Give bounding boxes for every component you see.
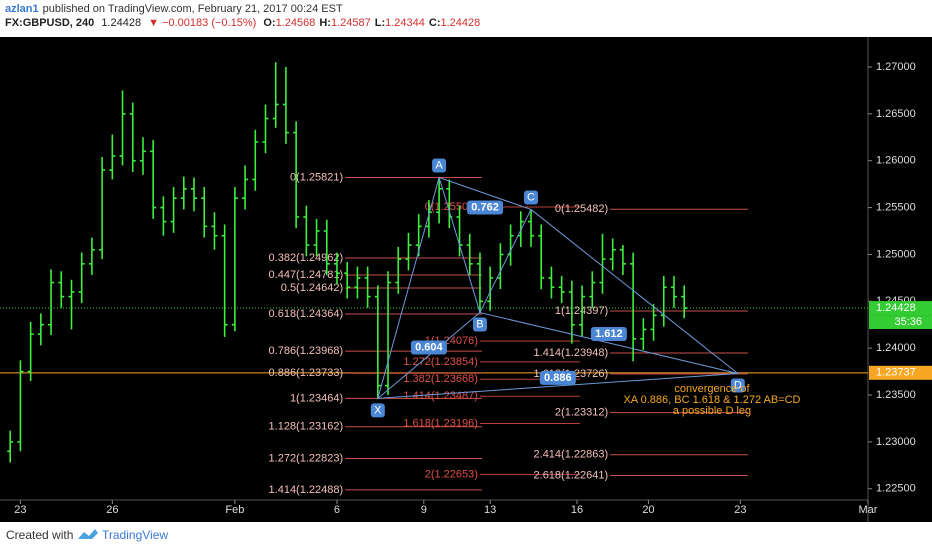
point-label: B: [476, 318, 483, 330]
symbol: FX:GBPUSD, 240: [5, 17, 95, 29]
pattern-leg: [377, 177, 440, 399]
y-tick-label: 1.23500: [876, 389, 916, 401]
ohlc-label: L:: [374, 17, 386, 29]
fib-label: 1.272(1.22823): [269, 452, 344, 464]
x-tick-label: 9: [421, 504, 427, 516]
y-tick-label: 1.26000: [876, 155, 916, 167]
fib-label: 0(1.25821): [290, 171, 343, 183]
x-tick-label: Mar: [859, 504, 878, 516]
ohlc-value: 1.24568: [275, 17, 316, 29]
fib-label: 0.447(1.24781): [269, 269, 344, 281]
pattern-leg: [438, 177, 532, 210]
fib-label: 2(1.22653): [425, 468, 478, 480]
point-box: [472, 317, 487, 332]
created-with: Created with: [6, 528, 74, 542]
pattern-leg: [438, 177, 481, 313]
ohlc-value: 1.24344: [385, 17, 425, 29]
change: ▼ −0.00183 (−0.15%): [148, 17, 257, 29]
fib-label: 1.414(1.22488): [269, 484, 344, 496]
price-tag: [869, 365, 932, 380]
fib-label: 1.272(1.23854): [403, 356, 478, 368]
point-box: [730, 378, 745, 393]
y-tick-label: 1.23000: [876, 436, 916, 448]
ratio-box: [410, 340, 447, 355]
point-box: [524, 190, 539, 205]
timer-tag: [869, 315, 932, 330]
x-tick-label: 23: [14, 504, 26, 516]
note-line: a possible D leg: [673, 405, 751, 417]
fib-label: 1(1.23464): [290, 392, 343, 404]
ohlc-value: 1.24428: [440, 17, 481, 29]
fib-label: 2.618(1.22641): [534, 469, 609, 481]
y-tick-label: 1.22500: [876, 483, 916, 495]
last-price: 1.24428: [101, 17, 142, 29]
fib-label: 0.382(1.24962): [269, 252, 344, 264]
fib-label: 0(1.25482): [555, 203, 608, 215]
header-line: FX:GBPUSD, 240 1.24428 ▼ −0.00183 (−0.15…: [5, 17, 488, 29]
x-tick-label: 26: [106, 504, 118, 516]
y-tick-label: 1.24000: [876, 342, 916, 354]
pattern-leg: [530, 209, 739, 374]
y-tick-label: 1.25500: [876, 201, 916, 213]
published: published on TradingView.com, February 2…: [42, 3, 343, 15]
ohlc-label: H:: [319, 17, 331, 29]
point-label: D: [734, 379, 742, 391]
pattern-leg: [377, 312, 481, 399]
fib-label: 0.5(1.24642): [281, 282, 343, 294]
pattern-leg: [479, 312, 738, 374]
point-label: A: [435, 159, 443, 171]
fib-label: 1.382(1.23668): [403, 373, 478, 385]
fib-label: 0.618(1.24364): [269, 308, 344, 320]
y-tick-label: 1.27000: [876, 61, 916, 73]
point-label: C: [527, 191, 535, 203]
fib-label: 0.886(1.23733): [269, 367, 344, 379]
ratio-label: 0.762: [471, 201, 499, 213]
chart-background: [0, 37, 932, 522]
x-tick-label: 6: [334, 504, 340, 516]
fib-label: 1.618(1.23196): [403, 417, 478, 429]
ratio-box: [467, 200, 504, 215]
ratio-box: [539, 370, 576, 385]
point-box: [432, 158, 447, 173]
fib-label: 2(1.23312): [555, 407, 608, 419]
x-tick-label: 13: [484, 504, 496, 516]
note-line: convergence of: [674, 383, 750, 395]
x-tick-label: 23: [734, 504, 746, 516]
fib-label: 0.786(1.23968): [269, 345, 344, 357]
brand[interactable]: TradingView: [102, 528, 169, 542]
price-tag-label: 1.24428: [876, 302, 916, 314]
fib-label: 1.128(1.23162): [269, 421, 344, 433]
pattern-leg: [377, 372, 738, 399]
ratio-box: [590, 327, 627, 342]
timer-label: 35:36: [894, 316, 922, 328]
pattern-leg: [479, 209, 532, 313]
fib-label: 1.414(1.23948): [534, 347, 609, 359]
point-box: [370, 403, 385, 418]
x-tick-label: 20: [642, 504, 654, 516]
note-line: XA 0.886, BC 1.618 & 1.272 AB=CD: [623, 394, 800, 406]
ohlc-label: C:: [428, 17, 441, 29]
price-tag-label: 1.23737: [876, 367, 916, 379]
author[interactable]: azlan1: [5, 3, 39, 15]
header-line: azlan1 published on TradingView.com, Febr…: [5, 3, 347, 15]
y-tick-label: 1.25000: [876, 248, 916, 260]
x-tick-label: 16: [571, 504, 583, 516]
logo: [78, 529, 98, 539]
y-tick-label: 1.26500: [876, 108, 916, 120]
ohlc-value: 1.24587: [330, 17, 371, 29]
price-tag: [869, 301, 932, 316]
point-label: X: [374, 404, 382, 416]
ohlc: O:1.24568 H:1.24587 L:1.24344 C:1.24428: [263, 17, 484, 29]
ratio-label: 1.612: [595, 328, 623, 340]
ratio-label: 0.886: [544, 372, 572, 384]
ohlc-label: O:: [263, 17, 276, 29]
ratio-label: 0.604: [415, 341, 443, 353]
fib-label: 2.414(1.22863): [534, 449, 609, 461]
fib-label: 0(1.25506): [425, 201, 478, 213]
x-tick-label: Feb: [225, 504, 244, 516]
